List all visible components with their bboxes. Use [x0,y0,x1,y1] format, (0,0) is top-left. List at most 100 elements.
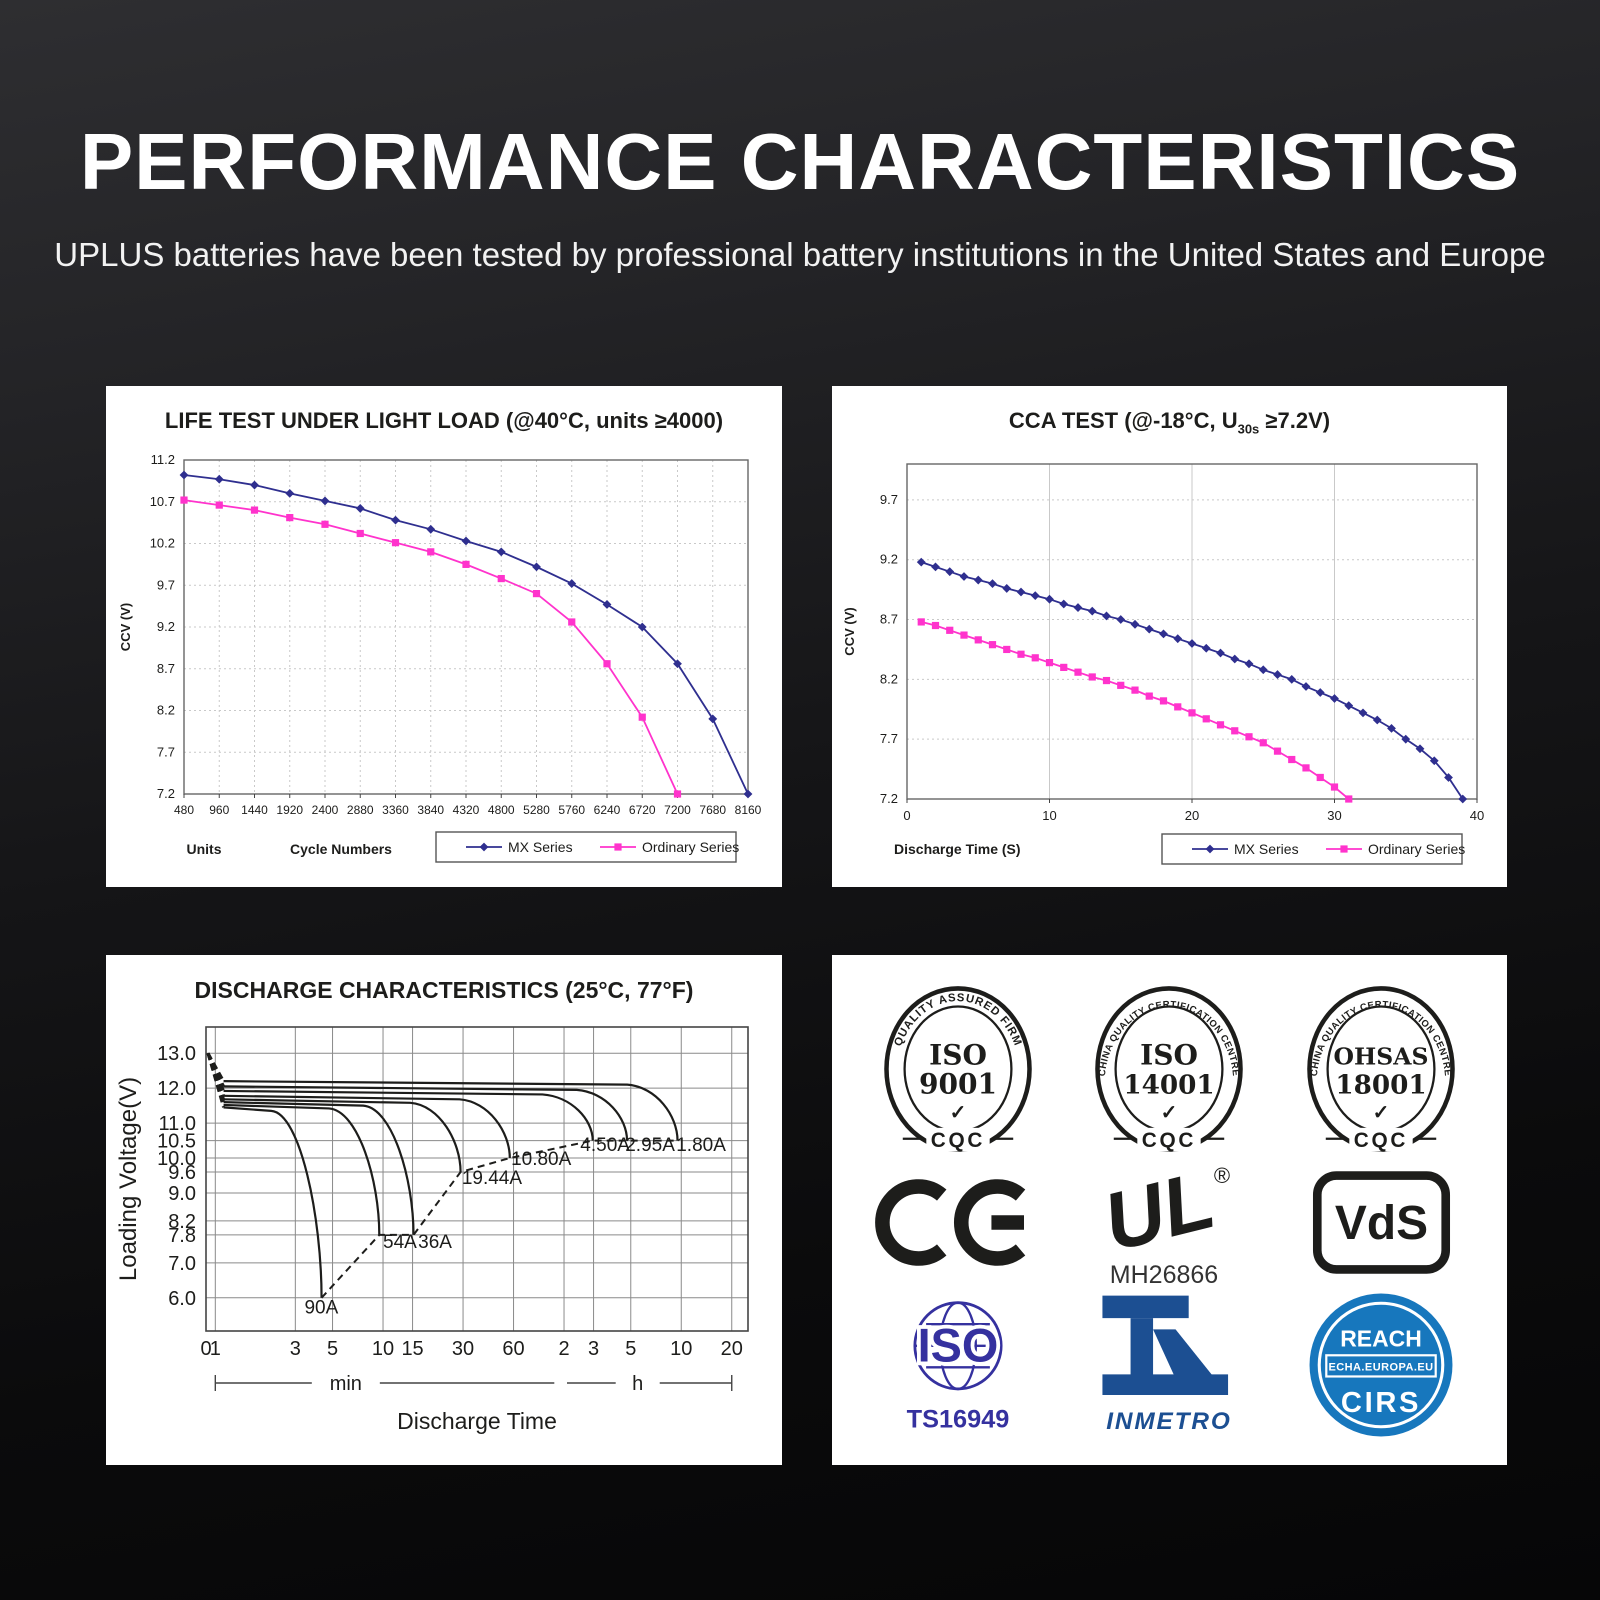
svg-text:8160: 8160 [735,803,762,817]
vds-label: VdS [1335,1197,1428,1250]
svg-text:0: 0 [200,1338,211,1360]
svg-text:7.0: 7.0 [168,1253,196,1275]
iso-ts16949-icon: ISO TS16949 [906,1301,1009,1433]
svg-text:2.95A: 2.95A [625,1135,675,1156]
ts16949-code-text: TS16949 [906,1405,1009,1433]
svg-text:19.44A: 19.44A [462,1168,523,1189]
cca-title-prefix: CCA TEST (@-18°C, U [1008,408,1238,433]
svg-text:CCV (V): CCV (V) [842,607,857,655]
reach-band-label: ECHA.EUROPA.EU [1329,1361,1434,1373]
svg-text:7.2: 7.2 [880,791,898,806]
discharge-chart-title: DISCHARGE CHARACTERISTICS (25°C, 77°F) [194,977,694,1003]
svg-text:Discharge Time: Discharge Time [397,1408,557,1434]
reach-cirs-badge: REACH ECHA.EUROPA.EU CIRS [1306,1290,1456,1440]
svg-text:15: 15 [401,1338,423,1360]
svg-text:2880: 2880 [347,803,374,817]
svg-text:6240: 6240 [594,803,621,817]
svg-text:10.7: 10.7 [150,494,175,509]
svg-text:CCV (V): CCV (V) [118,603,133,651]
discharge-chart: 13.0 12.0 11.010.510.09.69.0 8.27.8 7.0 6.0 90… [115,1026,749,1434]
svg-text:9.2: 9.2 [157,619,175,634]
seal-line2: 14001 [1124,1069,1215,1100]
ul-mark: UL ® MH26866 [1084,1155,1254,1290]
svg-text:10: 10 [372,1338,394,1360]
svg-text:7200: 7200 [664,803,691,817]
seal-cqc-text: CQC [1354,1129,1408,1152]
svg-text:9.6: 9.6 [168,1162,196,1184]
vds-mark-icon: VdS [1312,1171,1450,1274]
seal-check-icon: ✓ [949,1102,966,1124]
svg-text:8.2: 8.2 [168,1211,196,1233]
svg-text:30: 30 [1327,808,1341,823]
svg-text:54A: 54A [383,1232,417,1253]
reach-label: REACH [1340,1325,1422,1351]
svg-text:20: 20 [721,1338,743,1360]
iso-9001-seal: QUALITY ASSURED FIRM ISO 9001 ✓ CQC [879,983,1037,1155]
svg-text:Units: Units [187,841,222,857]
svg-text:10: 10 [670,1338,692,1360]
seal-line2: 9001 [919,1067,997,1100]
svg-text:10.0: 10.0 [157,1148,196,1170]
inmetro-mark: INMETRO [1089,1290,1249,1440]
svg-text:7.7: 7.7 [157,744,175,759]
seal-line1: OHSAS [1334,1042,1429,1070]
svg-text:MX Series: MX Series [508,839,573,855]
cirs-label: CIRS [1341,1387,1421,1419]
svg-text:Ordinary Series: Ordinary Series [1368,841,1465,857]
svg-text:4800: 4800 [488,803,515,817]
svg-text:480: 480 [174,803,194,817]
cca-test-chart-title: CCA TEST (@-18°C, U30s ≥7.2V) [832,386,1507,444]
svg-text:Loading Voltage(V): Loading Voltage(V) [115,1077,142,1281]
svg-text:2400: 2400 [312,803,339,817]
ul-file-number: MH26866 [1110,1261,1218,1289]
registered-icon: ® [1214,1163,1230,1188]
svg-text:7680: 7680 [699,803,726,817]
ul-letters: UL [1096,1155,1224,1269]
svg-text:MX Series: MX Series [1234,841,1299,857]
inmetro-icon: INMETRO [1102,1295,1232,1435]
iso-9001-seal-icon: QUALITY ASSURED FIRM ISO 9001 ✓ CQC [884,986,1032,1152]
svg-text:5: 5 [327,1338,338,1360]
seal-check-icon: ✓ [1161,1102,1178,1124]
svg-text:5760: 5760 [558,803,585,817]
page-subtitle: UPLUS batteries have been tested by prof… [54,236,1546,273]
svg-text:1: 1 [210,1338,221,1360]
ce-mark-icon [875,1179,1026,1266]
cca-title-suffix: ≥7.2V) [1259,408,1331,433]
life-test-chart-title: LIFE TEST UNDER LIGHT LOAD (@40°C, units… [164,408,724,433]
svg-text:h: h [632,1373,643,1395]
iso-14001-seal-icon: CHINA QUALITY CERTIFICATION CENTRE ISO 1… [1095,986,1244,1152]
seal-cqc-text: CQC [1142,1129,1196,1152]
svg-text:8.7: 8.7 [157,661,175,676]
svg-text:20: 20 [1185,808,1199,823]
seal-line1: ISO [929,1038,987,1071]
life-test-chart: 11.2 10.7 10.2 9.7 9.2 8.7 8.2 7.7 7.2 480 960 1440… [118,452,762,863]
svg-text:10.2: 10.2 [150,536,175,551]
svg-text:6.0: 6.0 [168,1288,196,1310]
svg-text:11.0: 11.0 [159,1113,196,1135]
ul-mark-icon: UL ® MH26866 [1096,1155,1231,1289]
svg-text:5: 5 [625,1338,636,1360]
svg-text:Cycle Numbers: Cycle Numbers [290,841,392,857]
seal-line1: ISO [1141,1038,1199,1071]
iso-ts16949-mark: ISO TS16949 [883,1290,1033,1440]
svg-text:13.0: 13.0 [157,1043,196,1065]
svg-text:12.0: 12.0 [157,1078,196,1100]
svg-text:0: 0 [903,808,910,823]
discharge-chart-panel: DISCHARGE CHARACTERISTICS (25°C, 77°F) 1… [106,955,782,1465]
svg-text:10: 10 [1042,808,1056,823]
svg-text:8.2: 8.2 [880,671,898,686]
svg-text:1920: 1920 [276,803,303,817]
life-test-chart-panel: LIFE TEST UNDER LIGHT LOAD (@40°C, units… [106,386,782,887]
certifications-panel: QUALITY ASSURED FIRM ISO 9001 ✓ CQC CHIN… [832,955,1507,1465]
svg-text:4320: 4320 [453,803,480,817]
svg-text:8.2: 8.2 [157,703,175,718]
svg-text:11.2: 11.2 [151,452,175,467]
svg-text:7.8: 7.8 [168,1225,196,1247]
ts16949-iso-text: ISO [917,1320,998,1372]
inmetro-label: INMETRO [1107,1408,1232,1435]
svg-text:3: 3 [290,1338,301,1360]
svg-text:36A: 36A [418,1232,452,1253]
svg-text:4.50A: 4.50A [580,1135,630,1156]
svg-text:2: 2 [558,1338,569,1360]
